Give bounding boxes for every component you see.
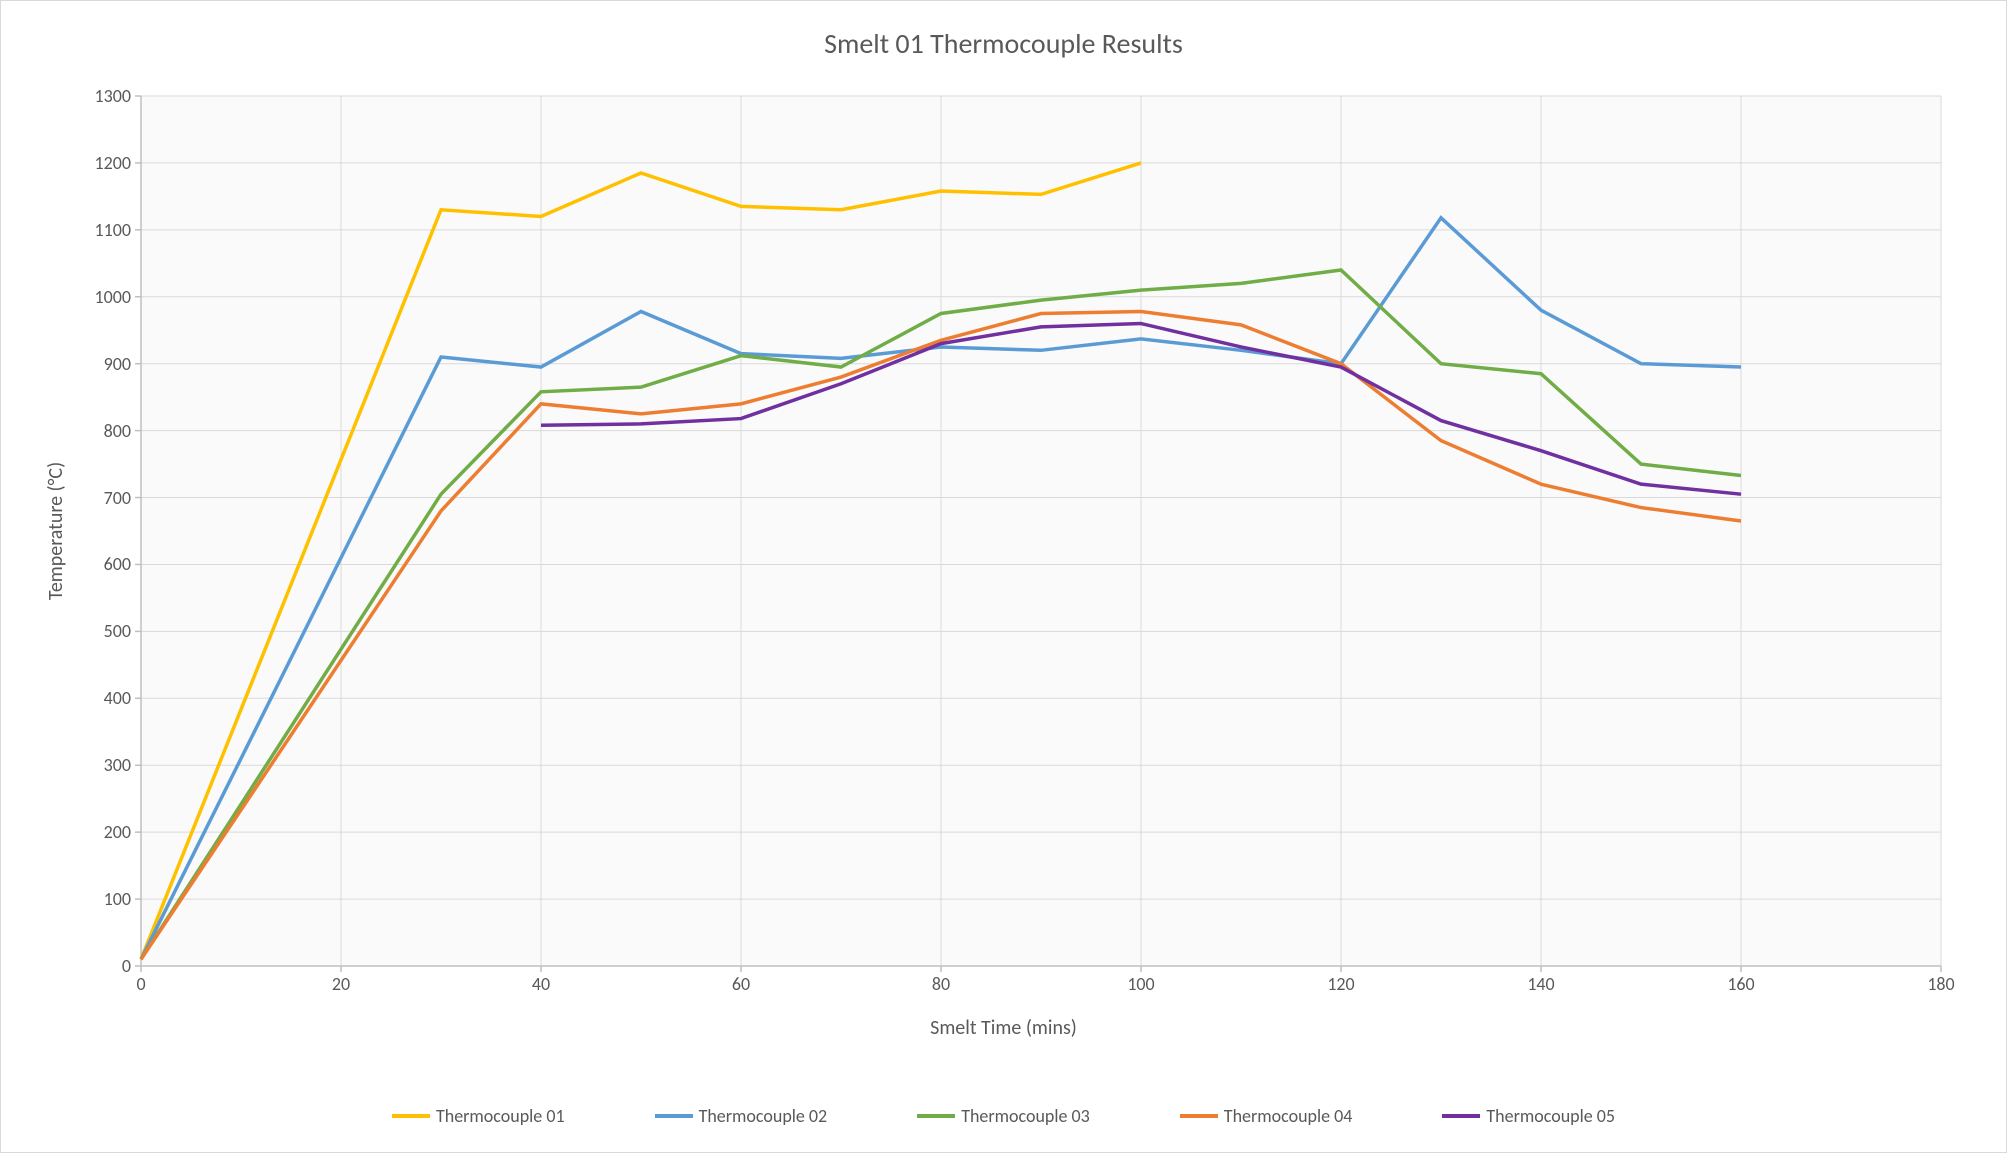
y-tick-label: 1200 xyxy=(95,152,132,174)
y-tick-label: 900 xyxy=(104,353,131,375)
chart-title: Smelt 01 Thermocouple Results xyxy=(1,26,2006,61)
x-tick-label: 120 xyxy=(1327,973,1354,995)
legend-item: Thermocouple 04 xyxy=(1180,1105,1353,1127)
y-axis-tick-labels: 0100200300400500600700800900100011001200… xyxy=(1,96,131,966)
x-tick-label: 0 xyxy=(136,973,145,995)
y-tick-label: 1300 xyxy=(95,85,132,107)
plot-area xyxy=(141,96,1941,966)
legend-swatch xyxy=(655,1114,693,1118)
plot-svg xyxy=(141,96,1941,966)
x-axis-tick-labels: 020406080100120140160180 xyxy=(141,973,1941,1003)
y-tick-label: 400 xyxy=(104,687,131,709)
y-tick-label: 100 xyxy=(104,888,131,910)
chart-container: Smelt 01 Thermocouple Results Temperatur… xyxy=(0,0,2007,1153)
legend-swatch xyxy=(1180,1114,1218,1118)
y-tick-label: 1100 xyxy=(95,219,132,241)
y-tick-label: 300 xyxy=(104,754,131,776)
legend-swatch xyxy=(917,1114,955,1118)
legend-swatch xyxy=(392,1114,430,1118)
legend-label: Thermocouple 04 xyxy=(1224,1105,1353,1127)
x-tick-label: 180 xyxy=(1927,973,1954,995)
x-tick-label: 100 xyxy=(1127,973,1154,995)
legend-item: Thermocouple 05 xyxy=(1442,1105,1615,1127)
legend-item: Thermocouple 02 xyxy=(655,1105,828,1127)
legend-label: Thermocouple 02 xyxy=(699,1105,828,1127)
y-tick-label: 1000 xyxy=(95,286,132,308)
y-tick-label: 800 xyxy=(104,420,131,442)
x-tick-label: 140 xyxy=(1527,973,1554,995)
series-line xyxy=(141,163,1141,959)
x-tick-label: 160 xyxy=(1727,973,1754,995)
x-tick-label: 80 xyxy=(932,973,950,995)
x-tick-label: 40 xyxy=(532,973,550,995)
y-tick-label: 600 xyxy=(104,553,131,575)
y-tick-label: 0 xyxy=(122,955,131,977)
y-tick-label: 700 xyxy=(104,487,131,509)
x-axis-title: Smelt Time (mins) xyxy=(1,1016,2006,1040)
legend-label: Thermocouple 05 xyxy=(1486,1105,1615,1127)
x-tick-label: 20 xyxy=(332,973,350,995)
y-tick-label: 200 xyxy=(104,821,131,843)
legend-label: Thermocouple 03 xyxy=(961,1105,1090,1127)
legend-swatch xyxy=(1442,1114,1480,1118)
x-tick-label: 60 xyxy=(732,973,750,995)
y-tick-label: 500 xyxy=(104,620,131,642)
legend: Thermocouple 01 Thermocouple 02 Thermocoup… xyxy=(1,1105,2006,1127)
legend-item: Thermocouple 01 xyxy=(392,1105,565,1127)
legend-label: Thermocouple 01 xyxy=(436,1105,565,1127)
legend-item: Thermocouple 03 xyxy=(917,1105,1090,1127)
